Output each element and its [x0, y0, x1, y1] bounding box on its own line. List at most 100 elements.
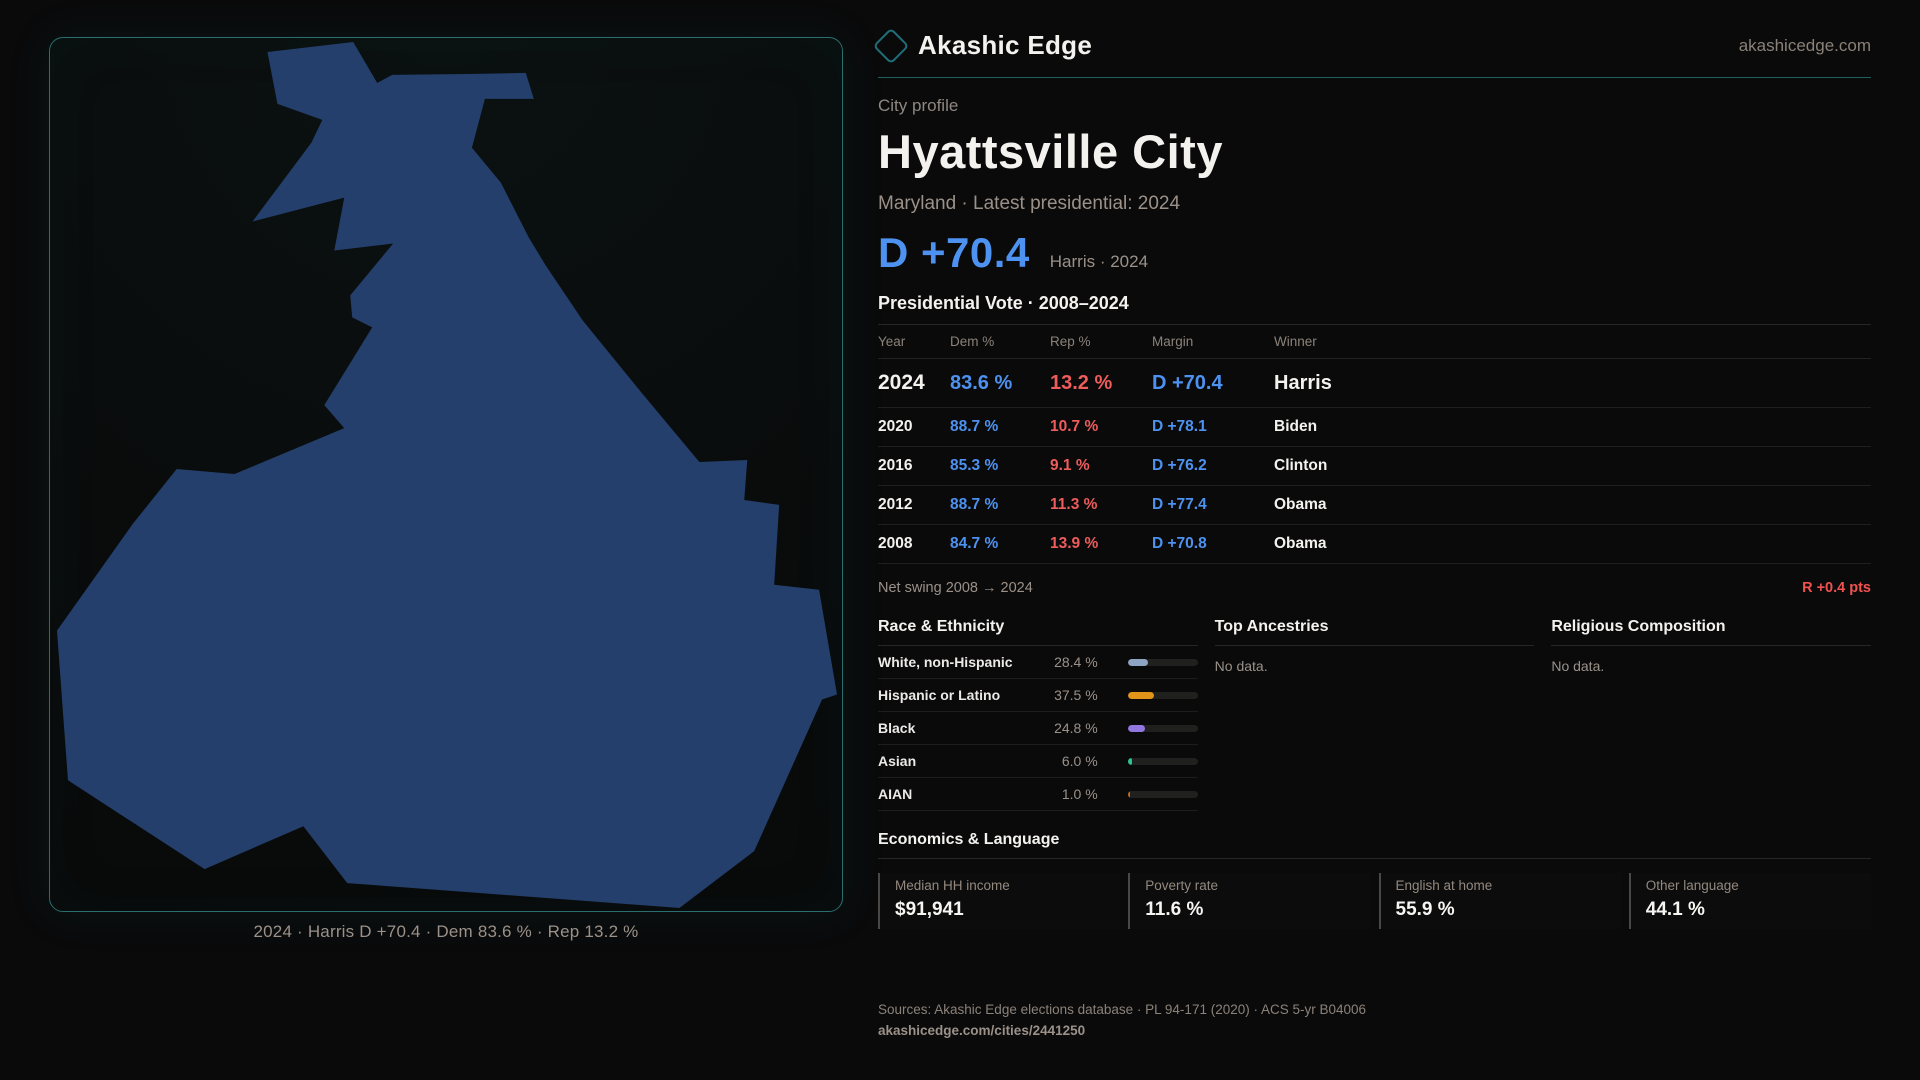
cell-year: 2008 [878, 535, 913, 552]
race-label: AIAN [878, 786, 913, 802]
list-item: Hispanic or Latino 37.5 % [878, 679, 1198, 712]
list-item: AIAN 1.0 % [878, 778, 1198, 811]
race-bar [1127, 658, 1198, 666]
col-margin: Margin [1152, 334, 1194, 349]
cell-winner: Biden [1274, 418, 1318, 435]
race-bar-fill [1127, 691, 1154, 699]
stat-value: 11.6 % [1145, 899, 1204, 920]
stat-value: 55.9 % [1395, 899, 1455, 920]
table-row: 2024 83.6 % 13.2 % D +70.4 Harris [878, 359, 1871, 408]
race-bar [1127, 790, 1198, 798]
stat-label: Median HH income [895, 878, 1010, 893]
race-label: White, non-Hispanic [878, 654, 1013, 670]
page-eyebrow: City profile [878, 96, 959, 115]
list-item: Asian 6.0 % [878, 745, 1198, 778]
list-item: Black 24.8 % [878, 712, 1198, 745]
col-dem: Dem % [950, 334, 995, 349]
cell-dem: 85.3 % [950, 457, 999, 474]
cell-year: 2024 [878, 371, 925, 394]
cell-year: 2016 [878, 457, 913, 474]
page-footer: Sources: Akashic Edge elections database… [878, 1002, 1366, 1038]
race-bar-fill [1127, 790, 1130, 798]
table-row: 2016 85.3 % 9.1 % D +76.2 Clinton [878, 447, 1871, 486]
cell-dem: 88.7 % [950, 496, 999, 513]
ancestries-empty-state: No data. [1214, 658, 1268, 674]
stat-value: 44.1 % [1645, 899, 1705, 920]
brand-name: Akashic Edge [918, 30, 1093, 60]
col-winner: Winner [1274, 334, 1317, 349]
headline-note: Harris · 2024 [1049, 252, 1149, 271]
cell-margin: D +70.8 [1152, 535, 1207, 552]
sources-text: Sources: Akashic Edge elections database… [878, 1002, 1367, 1017]
ancestries-section-title: Top Ancestries [1214, 618, 1535, 646]
map-caption: 2024 · Harris D +70.4 · Dem 83.6 % · Rep… [253, 922, 639, 941]
race-value: 6.0 % [1061, 753, 1098, 769]
stat-value: $91,941 [895, 899, 964, 920]
cell-margin: D +77.4 [1152, 496, 1207, 513]
headline-margin: D +70.4 [878, 229, 1030, 276]
page-title: Hyattsville City [878, 125, 1223, 178]
city-boundary-shape [56, 41, 838, 909]
cell-winner: Harris [1274, 371, 1332, 394]
stat-label: Poverty rate [1145, 878, 1219, 893]
app-header: Akashic Edge akashicedge.com [872, 27, 1871, 78]
stat-tile: English at home 55.9 % [1378, 873, 1621, 929]
site-domain-link[interactable]: akashicedge.com [1738, 35, 1871, 55]
col-rep: Rep % [1050, 334, 1091, 349]
economics-tiles: Median HH income $91,941 Poverty rate 11… [878, 873, 1871, 929]
ancestries-column: Top Ancestries No data. [1214, 618, 1535, 811]
cell-winner: Obama [1274, 496, 1327, 513]
cell-margin: D +76.2 [1152, 457, 1207, 474]
religion-section-title: Religious Composition [1551, 618, 1871, 646]
cell-rep: 13.9 % [1050, 535, 1099, 552]
race-value: 1.0 % [1061, 786, 1098, 802]
race-value: 24.8 % [1054, 720, 1098, 736]
vote-table-title: Presidential Vote · 2008–2024 [878, 293, 1871, 325]
cell-winner: Obama [1274, 535, 1327, 552]
stat-tile: Median HH income $91,941 [878, 873, 1120, 929]
cell-rep: 9.1 % [1050, 457, 1090, 474]
stat-tile: Poverty rate 11.6 % [1128, 873, 1370, 929]
race-bar-fill [1127, 724, 1146, 732]
cell-rep: 10.7 % [1050, 418, 1099, 435]
cell-rep: 13.2 % [1050, 371, 1113, 394]
race-bar [1127, 757, 1198, 765]
city-map [56, 41, 838, 909]
race-label: Asian [878, 753, 917, 769]
brand: Akashic Edge [872, 27, 1093, 64]
table-row: 2020 88.7 % 10.7 % D +78.1 Biden [878, 408, 1871, 447]
cell-margin: D +78.1 [1152, 418, 1207, 435]
city-map-panel [49, 37, 843, 912]
economics-section-title: Economics & Language [878, 831, 1871, 859]
race-bar [1127, 724, 1198, 732]
race-label: Black [878, 720, 916, 736]
race-bar-fill [1127, 658, 1148, 666]
net-swing-row: Net swing 2008 → 2024 R +0.4 pts [878, 580, 1871, 596]
table-row: 2012 88.7 % 11.3 % D +77.4 Obama [878, 486, 1871, 525]
cell-year: 2020 [878, 418, 913, 435]
religion-column: Religious Composition No data. [1551, 618, 1871, 811]
col-year: Year [878, 334, 906, 349]
page-subtitle: Maryland · Latest presidential: 2024 [878, 193, 1181, 214]
cell-margin: D +70.4 [1152, 371, 1223, 394]
race-bar [1127, 691, 1198, 699]
race-value: 37.5 % [1054, 687, 1098, 703]
race-bar-fill [1127, 757, 1132, 765]
profile-content: Akashic Edge akashicedge.com City profil… [872, 27, 1871, 929]
permalink[interactable]: akashicedge.com/cities/2441250 [878, 1023, 1086, 1038]
list-item: White, non-Hispanic 28.4 % [878, 646, 1198, 679]
cell-dem: 83.6 % [950, 371, 1013, 394]
net-swing-value: R +0.4 pts [1802, 580, 1871, 596]
race-section-title: Race & Ethnicity [878, 618, 1198, 646]
stat-label: Other language [1645, 878, 1739, 893]
diamond-logo-icon [872, 27, 910, 64]
net-swing-label: Net swing 2008 → 2024 [878, 580, 1033, 596]
vote-table-header: Year Dem % Rep % Margin Winner [878, 325, 1871, 359]
stat-tile: Other language 44.1 % [1628, 873, 1871, 929]
race-value: 28.4 % [1054, 654, 1098, 670]
cell-dem: 88.7 % [950, 418, 999, 435]
cell-winner: Clinton [1274, 457, 1328, 474]
cell-dem: 84.7 % [950, 535, 999, 552]
stat-label: English at home [1395, 878, 1493, 893]
table-row: 2008 84.7 % 13.9 % D +70.8 Obama [878, 525, 1871, 564]
